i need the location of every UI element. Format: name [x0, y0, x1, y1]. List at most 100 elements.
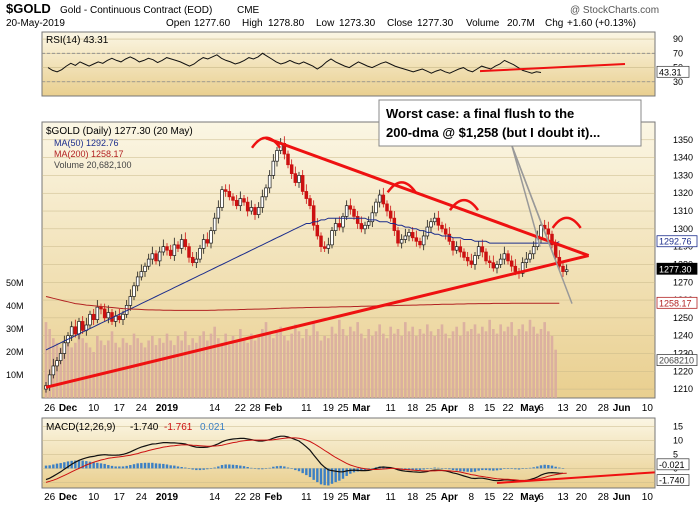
volume-bar: [107, 340, 110, 398]
macd-histogram-bar: [147, 462, 150, 469]
price-tick-label: 1340: [673, 153, 693, 163]
candle-body: [418, 240, 422, 246]
macd-histogram-bar: [279, 465, 282, 469]
candle-body: [223, 189, 228, 192]
macd-histogram-bar: [118, 466, 121, 469]
candle-body: [286, 153, 290, 166]
macd-x-axis: 26 Dec 10 17 24 2019 14 22 28 Feb 11 19 25 Mar 11 18 25 A…: [44, 492, 653, 503]
candle-body: [498, 258, 503, 265]
volume-bar: [158, 338, 161, 398]
candle-body: [238, 198, 243, 207]
x-axis-label: Jun: [613, 492, 631, 503]
volume-bar: [415, 335, 418, 398]
macd-histogram-bar: [55, 463, 59, 469]
candle-body: [154, 253, 158, 262]
candle-body: [546, 228, 551, 235]
macd-histogram-bar: [466, 468, 469, 472]
candle-body: [209, 230, 213, 244]
volume-bar: [481, 326, 484, 398]
volume-tick-label: 10M: [6, 370, 24, 380]
candle-body: [260, 196, 265, 208]
x-axis-label: Feb: [264, 403, 282, 414]
x-axis-label: 26: [44, 492, 56, 503]
price-tag-label: 1258.17: [659, 298, 692, 308]
volume-bar: [459, 335, 462, 398]
macd-histogram-bar: [440, 468, 444, 469]
volume-bar: [312, 322, 315, 398]
x-axis-label: 10: [88, 403, 100, 414]
macd-value-tag: [656, 458, 690, 471]
macd-histogram-bar: [180, 467, 183, 469]
macd-histogram-bar: [228, 464, 231, 469]
macd-histogram-bar: [81, 460, 84, 469]
price-tag: [656, 354, 698, 367]
macd-histogram-bar: [470, 468, 473, 473]
candle-body: [399, 239, 404, 244]
volume-label: Volume: [466, 18, 500, 29]
candle-body: [201, 239, 206, 249]
macd-histogram-bar: [558, 467, 561, 469]
volume-bar: [426, 324, 429, 398]
macd-histogram-bar: [338, 468, 341, 481]
candle-body: [366, 221, 371, 226]
macd-histogram-bar: [297, 468, 301, 472]
volume-bar: [81, 338, 84, 398]
rsi-tick-label: 90: [673, 34, 683, 44]
candle-body: [484, 251, 488, 262]
candle-body: [62, 342, 67, 354]
candle-body: [91, 313, 96, 321]
macd-histogram-bar: [528, 467, 532, 469]
macd-histogram-bar: [312, 468, 315, 480]
volume-bar: [301, 338, 304, 398]
macd-histogram-bar: [305, 468, 308, 476]
macd-histogram-bar: [407, 468, 411, 471]
price-tick-label: 1210: [673, 384, 693, 394]
volume-bar: [400, 335, 403, 398]
price-tag: [656, 262, 698, 275]
volume-bar: [88, 347, 92, 398]
x-axis-label: 13: [557, 403, 569, 414]
ma200-line: [45, 296, 560, 311]
candle-body: [106, 312, 111, 319]
macd-histogram-bar: [184, 467, 187, 469]
volume-bar: [418, 329, 422, 398]
rsi-line: [47, 52, 542, 74]
candle-body: [297, 175, 301, 183]
macd-panel: -5051015MACD(12,26,9)-1.740-1.7610.021-0…: [41, 417, 690, 489]
volume-bar: [213, 326, 216, 398]
chg-label: Chg: [545, 18, 563, 29]
volume-bar: [499, 324, 502, 398]
macd-histogram-bar: [286, 467, 290, 469]
price-panel: 1210122012301240125012601270128012901300…: [6, 121, 698, 399]
macd-line: [45, 435, 564, 482]
candle-body: [99, 306, 103, 310]
volume-bar: [363, 338, 367, 398]
x-axis-label: 19: [323, 403, 335, 414]
callout-pointer: [511, 145, 573, 304]
macd-histogram-bar: [125, 465, 128, 469]
candle-body: [443, 228, 448, 235]
candle-body: [289, 164, 294, 174]
price-tick-label: 1250: [673, 313, 693, 323]
macd-histogram-bar: [319, 468, 323, 485]
macd-value-tag-label: -0.021: [659, 460, 685, 470]
macd-histogram-bar: [371, 468, 374, 469]
macd-tick-label: 10: [673, 435, 683, 445]
macd-histogram-bar: [561, 468, 565, 469]
candle-body: [432, 217, 437, 223]
price-tick-label: 1270: [673, 277, 693, 287]
macd-histogram-bar: [59, 463, 62, 469]
macd-histogram-bar: [451, 468, 455, 471]
volume-bar: [521, 324, 524, 398]
candle-body: [205, 239, 210, 244]
macd-histogram-bar: [173, 465, 176, 469]
candle-body: [520, 262, 525, 274]
macd-histogram-bar: [77, 460, 81, 469]
candle-body: [300, 175, 305, 192]
volume-bar: [503, 331, 506, 398]
triangle-trendline-upper: [265, 136, 590, 257]
volume-bar: [466, 331, 469, 398]
candle-body: [176, 244, 180, 249]
macd-histogram-bar: [481, 468, 484, 471]
